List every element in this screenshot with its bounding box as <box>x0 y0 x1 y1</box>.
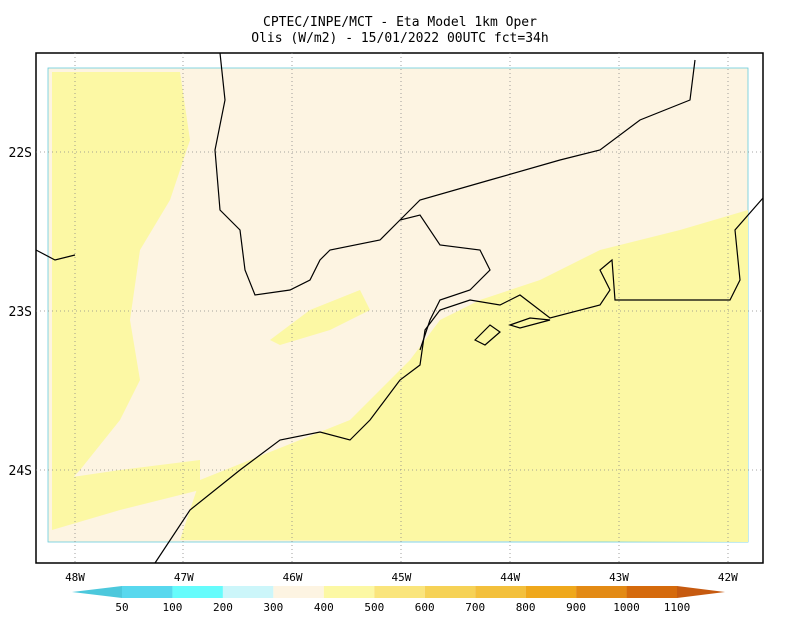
field-region <box>180 210 748 542</box>
colorbar-box <box>424 586 476 598</box>
colorbar: 50 100 200 300 400 500 600 700 800 900 1000 1100 <box>72 586 725 614</box>
colorbar-label: 50 <box>115 601 128 614</box>
colorbar-box <box>222 586 274 598</box>
colorbar-label: 800 <box>516 601 536 614</box>
colorbar-box <box>626 586 677 598</box>
title: CPTEC/INPE/MCT - Eta Model 1km Oper <box>263 15 537 30</box>
colorbar-triangle <box>72 586 122 598</box>
colorbar-box <box>576 586 627 598</box>
colorbar-box <box>525 586 577 598</box>
lon-label: 42W <box>718 571 738 584</box>
lat-label: 24S <box>9 464 32 479</box>
colorbar-box <box>475 586 526 598</box>
colorbar-triangle <box>677 586 725 598</box>
field-region <box>52 72 190 500</box>
lon-labels: 48W 47W 46W 45W 44W 43W 42W <box>65 571 738 584</box>
colorbar-box <box>172 586 223 598</box>
colorbar-label: 600 <box>415 601 435 614</box>
colorbar-label: 1000 <box>613 601 640 614</box>
colorbar-box <box>323 586 375 598</box>
colorbar-box <box>374 586 425 598</box>
colorbar-label: 700 <box>465 601 485 614</box>
lat-label: 23S <box>9 305 32 320</box>
colorbar-label: 300 <box>263 601 283 614</box>
colorbar-label: 500 <box>364 601 384 614</box>
lon-label: 48W <box>65 571 85 584</box>
graticule <box>36 53 763 563</box>
lon-label: 43W <box>609 571 629 584</box>
colorbar-label: 400 <box>314 601 334 614</box>
lon-label: 45W <box>391 571 411 584</box>
colorbar-label: 200 <box>213 601 233 614</box>
colorbar-label: 100 <box>163 601 183 614</box>
field-region <box>270 290 370 345</box>
map <box>35 52 764 564</box>
boundaries <box>35 52 764 564</box>
lat-label: 22S <box>9 146 32 161</box>
lon-label: 46W <box>283 571 303 584</box>
lon-label: 44W <box>500 571 520 584</box>
colorbar-box <box>122 586 173 598</box>
colorbar-label: 1100 <box>664 601 691 614</box>
field-region <box>52 460 200 530</box>
lon-label: 47W <box>174 571 194 584</box>
lat-labels: 22S 23S 24S <box>9 146 32 479</box>
subtitle: Olis (W/m2) - 15/01/2022 00UTC fct=34h <box>251 31 548 46</box>
colorbar-label: 900 <box>566 601 586 614</box>
colorbar-box <box>273 586 324 598</box>
